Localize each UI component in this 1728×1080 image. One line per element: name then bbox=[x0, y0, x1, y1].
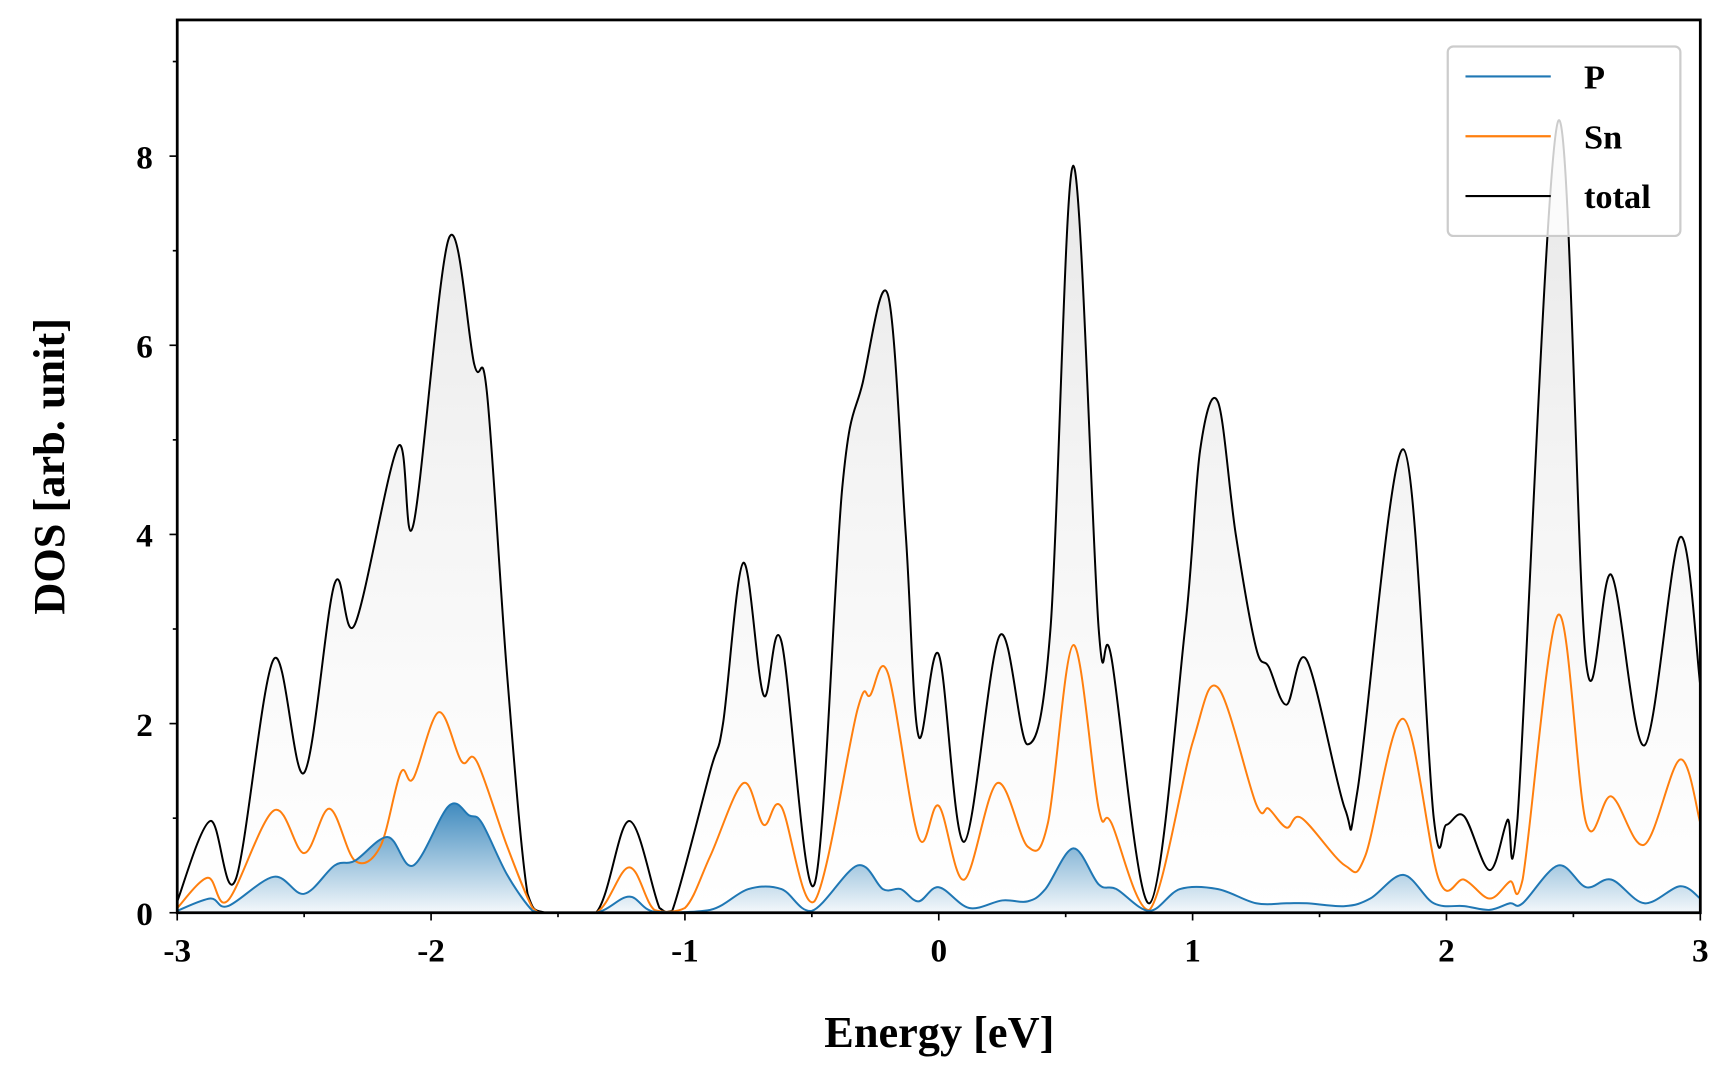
y-tick-label: 8 bbox=[136, 139, 153, 176]
y-tick-label: 4 bbox=[136, 518, 153, 555]
legend-label-p: P bbox=[1584, 59, 1605, 97]
x-tick-label: -1 bbox=[671, 932, 699, 969]
x-tick-label: 2 bbox=[1438, 932, 1455, 969]
legend-box bbox=[1446, 45, 1682, 238]
y-tick-label: 6 bbox=[136, 328, 153, 365]
legend-label-sn: Sn bbox=[1584, 118, 1622, 156]
x-tick-label: 1 bbox=[1184, 932, 1201, 969]
x-tick-label: -2 bbox=[417, 932, 445, 969]
x-tick-label: -3 bbox=[163, 932, 191, 969]
x-axis-label: Energy [eV] bbox=[824, 1008, 1054, 1057]
legend-label-total: total bbox=[1584, 178, 1651, 216]
legend: P Sn total bbox=[1446, 45, 1682, 238]
total-line bbox=[177, 119, 1701, 913]
y-axis-label: DOS [arb. unit] bbox=[25, 318, 74, 615]
p-fill bbox=[177, 803, 1701, 913]
sn-line bbox=[177, 613, 1701, 913]
y-tick-label: 0 bbox=[136, 896, 153, 933]
x-tick-label: 0 bbox=[930, 932, 947, 969]
total-fill bbox=[177, 120, 1701, 913]
x-tick-label: 3 bbox=[1692, 932, 1709, 969]
y-tick-label: 2 bbox=[136, 707, 153, 744]
p-line bbox=[177, 802, 1701, 913]
